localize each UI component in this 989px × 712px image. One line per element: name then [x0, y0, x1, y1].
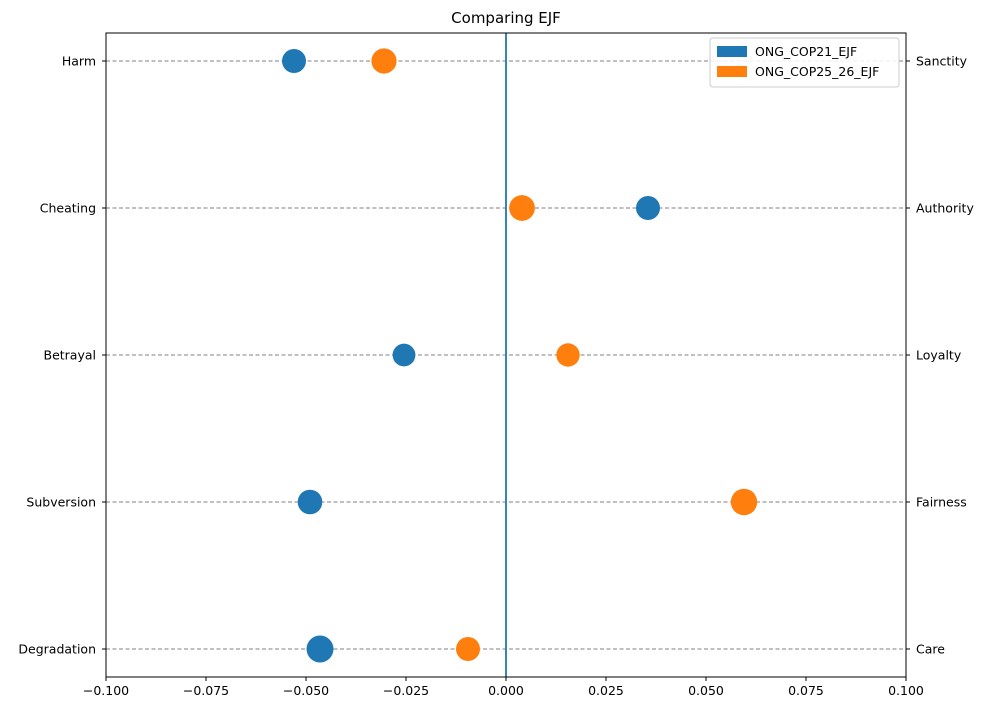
point-cop25-26-subversion: [730, 488, 758, 516]
legend-label: ONG_COP25_26_EJF: [755, 64, 879, 79]
point-cop25-26-degradation: [456, 637, 480, 661]
x-tick-label: −0.025: [383, 683, 429, 698]
x-tick-label: 0.000: [488, 683, 524, 698]
x-tick-label: 0.100: [888, 683, 924, 698]
chart-title: Comparing EJF: [451, 9, 561, 27]
left-category-label: Subversion: [26, 495, 96, 510]
right-category-label: Sanctity: [916, 54, 968, 69]
legend-label: ONG_COP21_EJF: [755, 44, 857, 59]
x-tick-label: −0.075: [183, 683, 229, 698]
x-tick-label: −0.050: [283, 683, 329, 698]
point-cop21-betrayal: [392, 343, 416, 367]
data-points: [282, 48, 758, 663]
legend-swatch: [717, 66, 747, 77]
legend-box: [709, 37, 900, 88]
left-category-label: Harm: [62, 54, 96, 69]
point-cop25-26-betrayal: [556, 343, 580, 367]
right-category-label: Authority: [916, 201, 974, 216]
category-labels: Harm Sanctity Cheating Authority Betrayal Loy…: [18, 54, 974, 657]
x-axis-ticks: −0.100 −0.075 −0.050 −0.025 0.000 0.025 0.050 0…: [83, 677, 924, 698]
legend: ONG_COP21_EJF ONG_COP25_26_EJF: [709, 37, 900, 88]
x-tick-label: 0.075: [788, 683, 824, 698]
point-cop21-subversion: [297, 489, 323, 515]
right-category-label: Fairness: [916, 495, 967, 510]
point-cop21-cheating: [636, 196, 660, 220]
legend-swatch: [717, 46, 747, 57]
right-category-label: Loyalty: [916, 348, 962, 363]
x-tick-label: 0.025: [588, 683, 624, 698]
point-cop21-harm: [282, 49, 306, 73]
x-tick-label: 0.050: [688, 683, 724, 698]
point-cop25-26-harm: [371, 48, 397, 74]
left-category-label: Betrayal: [44, 348, 97, 363]
point-cop25-26-cheating: [509, 195, 535, 221]
point-cop21-degradation: [306, 635, 334, 663]
left-category-label: Degradation: [18, 642, 96, 657]
left-category-label: Cheating: [40, 201, 96, 216]
right-category-label: Care: [916, 642, 945, 657]
x-tick-label: −0.100: [83, 683, 129, 698]
